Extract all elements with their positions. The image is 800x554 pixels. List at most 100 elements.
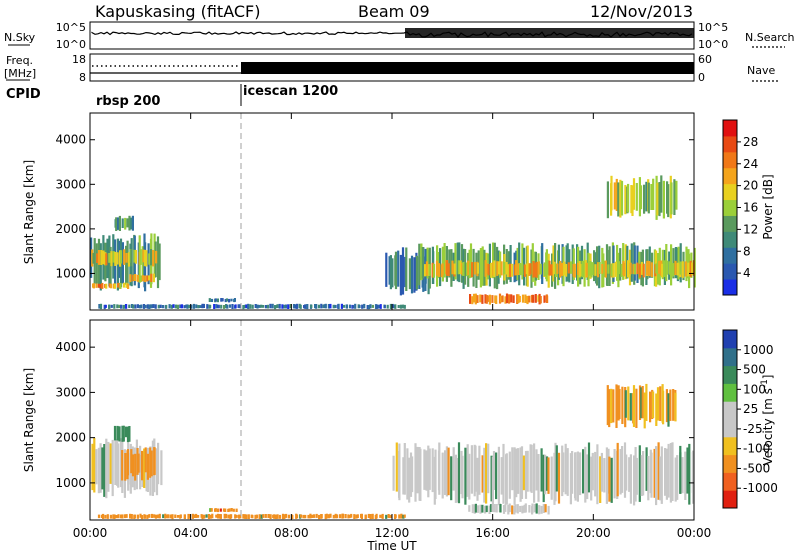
echo-cell	[640, 455, 643, 496]
freq-unit-label: [MHz]	[4, 67, 36, 80]
echo-cell	[414, 443, 417, 502]
echo-cell	[136, 274, 139, 282]
echo-cell	[146, 304, 149, 309]
power-colorbar: 4 8 12 16 20 24 28	[722, 119, 758, 296]
echo-cell	[113, 514, 116, 519]
echo-cell	[125, 426, 128, 438]
echo-cell	[118, 426, 121, 442]
echo-cell	[461, 455, 464, 499]
echo-cell	[491, 295, 494, 303]
echo-cell	[596, 444, 599, 505]
echo-cell	[502, 443, 505, 504]
echo-cell	[235, 508, 238, 512]
colorbar-tick-label: -500	[743, 461, 770, 475]
echo-cell	[348, 514, 351, 519]
echo-cell	[466, 444, 469, 497]
echo-cell	[676, 455, 679, 500]
echo-cell	[490, 455, 493, 502]
echo-cell	[99, 284, 102, 289]
echo-cell	[188, 304, 191, 309]
echo-cell	[121, 242, 124, 284]
echo-cell	[428, 264, 431, 276]
echo-cell	[635, 457, 638, 495]
echo-cell	[518, 295, 521, 303]
echo-cell	[625, 454, 628, 491]
echo-cell	[408, 457, 411, 503]
echo-cell	[566, 448, 569, 496]
echo-cell	[590, 456, 593, 501]
echo-cell	[114, 251, 117, 266]
echo-cell	[162, 514, 165, 519]
echo-cell	[521, 505, 524, 514]
echo-cell	[681, 457, 684, 494]
echo-cell	[538, 505, 541, 515]
echo-cell	[546, 295, 549, 303]
echo-cell	[144, 304, 147, 309]
echo-cell	[523, 264, 526, 277]
echo-cell	[130, 514, 133, 519]
nsky-label: N.Sky	[4, 31, 36, 44]
echo-cell	[192, 303, 196, 309]
echo-cell	[124, 453, 127, 481]
echo-cell	[576, 451, 579, 502]
y-tick-label: 4000	[55, 133, 86, 147]
echo-cell	[667, 184, 670, 218]
echo-cell	[138, 305, 141, 309]
echo-cell	[466, 262, 469, 277]
echo-cell	[97, 514, 101, 519]
echo-cell	[121, 450, 124, 481]
echo-cell	[152, 304, 155, 308]
echo-cell	[691, 262, 694, 276]
echo-cell	[688, 443, 691, 505]
echo-cell	[648, 261, 651, 277]
freq-right-tick-low: 0	[698, 71, 705, 84]
echo-cell	[519, 447, 522, 502]
echo-cell	[146, 453, 149, 480]
echo-cell	[320, 303, 323, 309]
echo-cell	[402, 457, 405, 495]
echo-cell	[524, 450, 528, 499]
echo-cell	[483, 249, 486, 286]
echo-cell	[121, 514, 124, 519]
echo-cell	[134, 274, 137, 281]
echo-cell	[652, 178, 655, 210]
echo-cell	[124, 217, 127, 230]
echo-cell	[471, 262, 474, 278]
echo-cell	[243, 514, 246, 519]
echo-cell	[502, 505, 506, 514]
echo-cell	[197, 515, 200, 518]
echo-cell	[491, 504, 494, 512]
echo-cell	[141, 450, 144, 481]
echo-cell	[615, 384, 618, 428]
echo-cell	[496, 261, 499, 276]
echo-cell	[131, 215, 134, 231]
echo-cell	[234, 304, 237, 309]
echo-cell	[222, 508, 226, 512]
echo-cell	[633, 263, 636, 275]
echo-cell	[202, 303, 205, 308]
echo-cell	[392, 455, 395, 491]
echo-cell	[126, 449, 130, 476]
nsearch-label: N.Search	[745, 31, 795, 44]
echo-cell	[339, 514, 342, 519]
echo-cell	[325, 513, 328, 519]
echo-cell	[114, 438, 117, 485]
echo-cell	[524, 294, 527, 303]
echo-cell	[376, 304, 379, 309]
echo-cell	[570, 261, 573, 274]
echo-cell	[679, 261, 682, 275]
echo-cell	[245, 304, 248, 309]
colorbar-swatch	[723, 120, 737, 137]
echo-cell	[388, 256, 391, 285]
echo-cell	[227, 514, 230, 519]
echo-cell	[511, 447, 514, 491]
echo-cell	[91, 443, 94, 491]
echo-cell	[95, 243, 98, 284]
echo-cell	[608, 246, 611, 286]
echo-cell	[408, 258, 411, 290]
colorbar-tick-label: 16	[743, 201, 758, 215]
echo-cell	[597, 262, 600, 278]
echo-cell	[105, 283, 108, 289]
echo-cell	[528, 263, 531, 276]
